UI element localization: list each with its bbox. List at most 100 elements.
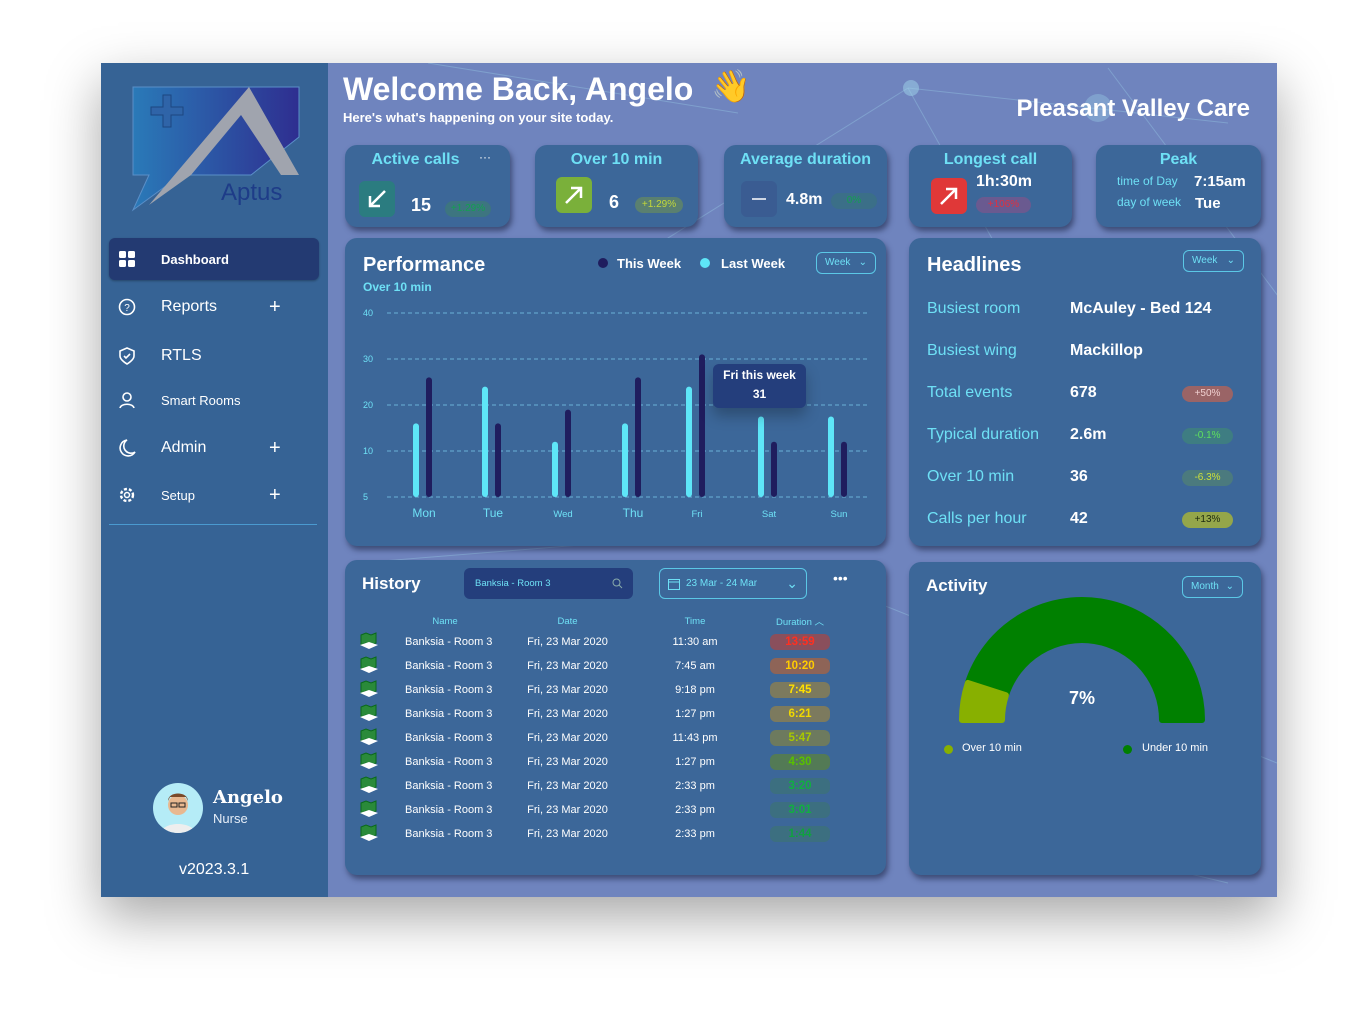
more-options-icon[interactable]: ••• [833, 570, 848, 586]
kpi-over-10-min[interactable]: Over 10 min 6 +1.29% [535, 145, 698, 227]
x-tick-label: Fri [691, 509, 702, 520]
user-name: Angelo [213, 787, 283, 808]
headline-value: Mackillop [1070, 342, 1143, 359]
table-row[interactable]: Banksia - Room 3 Fri, 23 Mar 2020 1:27 p… [359, 750, 850, 774]
x-tick-label: Mon [412, 506, 435, 520]
history-title: History [362, 574, 421, 593]
cell-time: 11:43 pm [672, 732, 718, 744]
activity-title: Activity [926, 576, 988, 595]
cell-name: Banksia - Room 3 [405, 780, 493, 792]
kpi-peak[interactable]: Peak time of Day 7:15am day of week Tue [1096, 145, 1261, 227]
room-map-icon [359, 798, 395, 822]
headline-change-badge: +50% [1182, 386, 1233, 402]
room-map-icon [359, 702, 395, 726]
sidebar-item-rtls[interactable]: RTLS [109, 335, 319, 377]
moon-icon [117, 439, 137, 457]
sort-ascending-icon[interactable]: ︿ [814, 617, 825, 628]
kpi-active-calls[interactable]: Active calls ··· 15 +1.29% [345, 145, 510, 227]
cell-date: Fri, 23 Mar 2020 [527, 660, 608, 672]
history-card: History Banksia - Room 3 23 Mar - 24 Mar… [345, 560, 886, 875]
headline-value: 36 [1070, 468, 1088, 485]
kpi-value: 1h:30m [976, 173, 1033, 190]
performance-range-select[interactable]: Week ⌄ [816, 252, 876, 274]
performance-chart: 40 30 20 10 5 Mon Tue Wed Thu Fri Sat Sun [363, 308, 869, 520]
cell-name: Banksia - Room 3 [405, 732, 493, 744]
kpi-change: +1.29% [445, 201, 491, 217]
tooltip-label: Fri this week [723, 368, 796, 382]
bar-last-week-sun [828, 416, 834, 497]
kpi-average-duration[interactable]: Average duration 4.8m 0% [724, 145, 887, 227]
peak-day-label: day of week [1117, 195, 1182, 209]
column-header-name[interactable]: Name [432, 615, 458, 627]
column-header-time[interactable]: Time [684, 615, 706, 627]
table-row[interactable]: Banksia - Room 3 Fri, 23 Mar 2020 7:45 a… [359, 654, 850, 678]
table-row[interactable]: Banksia - Room 3 Fri, 23 Mar 2020 2:33 p… [359, 774, 850, 798]
sidebar-item-reports[interactable]: ? Reports + [109, 286, 319, 328]
column-header-date[interactable]: Date [557, 615, 578, 627]
headline-value: 42 [1070, 510, 1088, 527]
legend-last-week: Last Week [721, 256, 786, 271]
table-row[interactable]: Banksia - Room 3 Fri, 23 Mar 2020 11:30 … [359, 630, 850, 654]
svg-text:Aptus: Aptus [221, 179, 282, 206]
legend-swatch-this-week [598, 258, 608, 268]
table-row[interactable]: Banksia - Room 3 Fri, 23 Mar 2020 1:27 p… [359, 702, 850, 726]
table-row[interactable]: Banksia - Room 3 Fri, 23 Mar 2020 11:43 … [359, 726, 850, 750]
app-version: v2023.3.1 [179, 861, 250, 878]
waving-hand-icon: 👋 [711, 68, 751, 104]
expand-icon[interactable]: + [269, 436, 281, 459]
kpi-title: Average duration [740, 151, 871, 168]
kpi-value: 6 [609, 192, 620, 212]
headline-label: Typical duration [927, 426, 1040, 443]
y-tick-label: 20 [363, 400, 373, 410]
sidebar-item-smart-rooms[interactable]: Smart Rooms [109, 379, 319, 421]
more-icon[interactable]: ··· [479, 150, 491, 164]
y-tick-label: 30 [363, 354, 373, 364]
cell-date: Fri, 23 Mar 2020 [527, 732, 608, 744]
headlines-card: Headlines Week ⌄ Busiest room McAuley - Be… [909, 238, 1261, 546]
table-row[interactable]: Banksia - Room 3 Fri, 23 Mar 2020 9:18 p… [359, 678, 850, 702]
cell-time: 7:45 am [675, 660, 715, 672]
cell-name: Banksia - Room 3 [405, 684, 493, 696]
expand-icon[interactable]: + [269, 483, 281, 506]
table-row[interactable]: Banksia - Room 3 Fri, 23 Mar 2020 2:33 p… [359, 798, 850, 822]
duration-badge: 3:20 [770, 778, 830, 794]
app-window: Aptus Dashboard ? Reports + RTLS Smart R… [101, 63, 1277, 897]
legend-under-10-min: Under 10 min [1142, 742, 1209, 754]
sidebar-item-label: Admin [161, 439, 207, 456]
peak-time-value: 7:15am [1194, 173, 1246, 190]
select-value: Week [825, 257, 851, 268]
calendar-icon [668, 579, 680, 590]
history-date-range[interactable]: 23 Mar - 24 Mar ⌄ [659, 568, 807, 599]
bar-this-week-thu [635, 377, 641, 497]
sidebar: Aptus Dashboard ? Reports + RTLS Smart R… [101, 63, 328, 897]
sidebar-item-setup[interactable]: Setup + [109, 474, 319, 516]
history-search-input[interactable]: Banksia - Room 3 [464, 568, 633, 599]
legend-swatch-over [944, 745, 953, 754]
headlines-range-select[interactable]: Week ⌄ [1183, 250, 1244, 272]
kpi-longest-call[interactable]: Longest call 1h:30m +106% [909, 145, 1072, 227]
expand-icon[interactable]: + [269, 295, 281, 318]
cell-name: Banksia - Room 3 [405, 828, 493, 840]
site-name: Pleasant Valley Care [1016, 95, 1250, 122]
sidebar-item-dashboard[interactable]: Dashboard [109, 238, 319, 280]
bar-this-week-wed [565, 409, 571, 497]
table-row[interactable]: Banksia - Room 3 Fri, 23 Mar 2020 2:33 p… [359, 822, 850, 846]
activity-range-select[interactable]: Month ⌄ [1182, 576, 1243, 598]
cell-date: Fri, 23 Mar 2020 [527, 828, 608, 840]
arrow-up-right-icon [556, 177, 592, 213]
performance-card: Performance Over 10 min This Week Last W… [345, 238, 886, 546]
cell-name: Banksia - Room 3 [405, 660, 493, 672]
activity-gauge [959, 597, 1205, 723]
bar-last-week-fri [686, 386, 692, 497]
page-subtitle: Here's what's happening on your site tod… [343, 110, 614, 125]
cell-time: 1:27 pm [675, 708, 715, 720]
cell-date: Fri, 23 Mar 2020 [527, 756, 608, 768]
sidebar-item-admin[interactable]: Admin + [109, 427, 319, 469]
kpi-value: 15 [411, 195, 432, 215]
cell-date: Fri, 23 Mar 2020 [527, 636, 608, 648]
headline-label: Total events [927, 384, 1013, 401]
sidebar-item-label: Reports [161, 298, 218, 315]
headline-row: Busiest room McAuley - Bed 124 [927, 300, 1247, 320]
column-header-duration[interactable]: Duration ︿ [775, 617, 825, 628]
bar-this-week-sun [841, 441, 847, 497]
